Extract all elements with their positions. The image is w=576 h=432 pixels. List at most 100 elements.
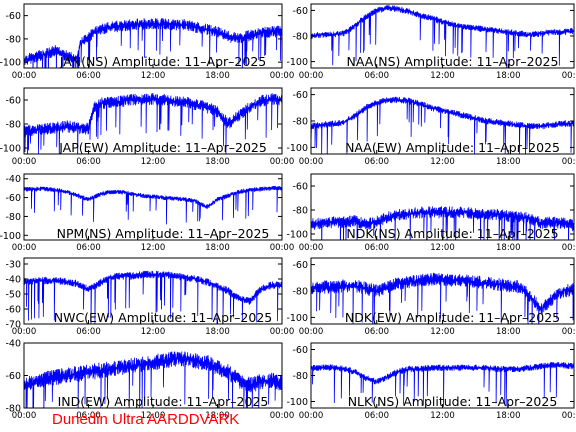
panel-title: NLK(NS) Amplitude: 11–Apr–2025 xyxy=(348,394,558,409)
y-tick-label: -80 xyxy=(292,287,308,298)
x-tick-label: 00:00 xyxy=(299,71,324,81)
x-tick-label: 00:00 xyxy=(12,157,37,167)
x-tick-label: 00:00 xyxy=(270,411,295,421)
x-tick-label: 00:00 xyxy=(299,243,324,253)
x-tick-label: 00:00 xyxy=(299,157,324,167)
x-tick-label: 00:00 xyxy=(12,243,37,253)
x-tick-label: 12:00 xyxy=(430,243,455,253)
x-tick-label: 18:00 xyxy=(205,327,230,337)
series-trace xyxy=(24,185,282,225)
y-tick-label: -100 xyxy=(286,143,308,154)
x-tick-label: 00:00 xyxy=(562,243,576,253)
y-tick-label: -100 xyxy=(286,397,308,408)
panel-title: NAA(NS) Amplitude: 11–Apr–2025 xyxy=(347,54,559,69)
y-tick-label: -80 xyxy=(292,371,308,382)
chart-panel-4: -100-80-6000:0006:0012:0018:0000:00NAA(E… xyxy=(286,87,576,167)
x-tick-label: 18:00 xyxy=(496,71,521,81)
panel-title: NAA(EW) Amplitude: 11–Apr–2025 xyxy=(345,140,560,155)
y-tick-label: -100 xyxy=(286,230,308,241)
x-tick-label: 00:00 xyxy=(562,157,576,167)
series-trace xyxy=(311,4,574,68)
x-tick-label: 06:00 xyxy=(365,411,390,421)
x-tick-label: 00:00 xyxy=(12,327,37,337)
x-tick-label: 18:00 xyxy=(205,411,230,421)
chart-panel-7: -70 -60 -50 -40 -30 00:00 06:00 12:00 18:00 00:00… xyxy=(5,257,294,337)
x-tick-label: 06:00 xyxy=(365,157,390,167)
y-tick-label: -60 xyxy=(292,260,308,271)
x-tick-label: 12:00 xyxy=(430,411,455,421)
series-trace xyxy=(24,93,282,154)
x-tick-label: 12:00 xyxy=(430,71,455,81)
x-tick-label: 00:00 xyxy=(562,327,576,337)
panel-title: JAN(NS) Amplitude: 11–Apr–2025 xyxy=(59,54,266,69)
y-tick-label: -40 xyxy=(5,339,21,350)
chart-panel-6: -100 -80 -60 00:00 06:00 12:00 18:00 00:00 NDK(N… xyxy=(286,173,576,253)
y-tick-label: -60 xyxy=(292,182,308,193)
x-tick-label: 06:00 xyxy=(76,71,101,81)
x-tick-label: 18:00 xyxy=(205,71,230,81)
series-trace xyxy=(24,351,282,408)
y-tick-label: -60 xyxy=(5,11,21,22)
y-tick-label: -100 xyxy=(0,144,21,155)
series-trace xyxy=(311,206,574,240)
x-tick-label: 06:00 xyxy=(76,157,101,167)
y-tick-label: -80 xyxy=(292,32,308,43)
x-tick-label: 18:00 xyxy=(496,243,521,253)
chart-panel-1: -100 -80 -60 00:00 06:00 12:00 18:00 00:00 JAN(N… xyxy=(0,3,295,81)
chart-panel-10: -100 -80 -60 00:00 06:00 12:00 18:00 00:00 NLK(N… xyxy=(286,342,576,421)
x-tick-label: 00:00 xyxy=(299,411,324,421)
series-trace xyxy=(24,17,282,68)
x-tick-label: 12:00 xyxy=(430,327,455,337)
y-tick-label: -80 xyxy=(292,117,308,128)
series-trace xyxy=(24,270,282,324)
y-tick-label: -30 xyxy=(5,260,21,271)
x-tick-label: 18:00 xyxy=(205,243,230,253)
x-tick-label: 00:00 xyxy=(270,157,295,167)
y-tick-label: -60 xyxy=(292,90,308,101)
y-tick-label: -80 xyxy=(5,34,21,45)
panel-title: JAP(EW) Amplitude: 11–Apr–2025 xyxy=(58,140,267,155)
y-tick-label: -60 xyxy=(5,96,21,107)
chart-panel-2: -100-80-6000:0006:0012:0018:0000:00NAA(N… xyxy=(286,3,576,81)
x-tick-label: 06:00 xyxy=(365,71,390,81)
y-tick-label: -100 xyxy=(286,57,308,68)
y-tick-label: -60 xyxy=(292,345,308,356)
panel-title: NDK(EW) Amplitude: 11–Apr–2025 xyxy=(345,310,560,325)
y-tick-label: -80 xyxy=(5,404,21,415)
panel-title: IND(EW) Amplitude: 11–Apr–2025 xyxy=(58,394,269,409)
x-tick-label: 00:00 xyxy=(12,411,37,421)
series-trace xyxy=(311,361,574,407)
x-tick-label: 12:00 xyxy=(141,157,166,167)
y-tick-label: -100 xyxy=(0,58,21,69)
panel-title: NWC(EW) Amplitude: 11–Apr–2025 xyxy=(54,310,273,325)
x-tick-label: 06:00 xyxy=(76,327,101,337)
y-tick-label: -40 xyxy=(5,275,21,286)
y-tick-label: -60 xyxy=(5,371,21,382)
x-tick-label: 12:00 xyxy=(141,327,166,337)
x-tick-label: 00:00 xyxy=(299,327,324,337)
x-tick-label: 00:00 xyxy=(562,411,576,421)
x-tick-label: 06:00 xyxy=(365,327,390,337)
x-tick-label: 12:00 xyxy=(141,411,166,421)
x-tick-label: 00:00 xyxy=(270,71,295,81)
footer-caption: Dunedin Ultra AARDDVARK xyxy=(52,411,239,428)
x-tick-label: 18:00 xyxy=(205,157,230,167)
y-tick-label: -80 xyxy=(5,212,21,223)
y-tick-label: -60 xyxy=(5,305,21,316)
x-tick-label: 00:00 xyxy=(12,71,37,81)
x-tick-label: 00:00 xyxy=(562,71,576,81)
y-tick-label: -80 xyxy=(5,120,21,131)
chart-panel-8: -100-80-6000:0006:0012:0018:0000:00NDK(E… xyxy=(286,257,576,337)
y-tick-label: -80 xyxy=(292,206,308,217)
x-tick-label: 12:00 xyxy=(141,243,166,253)
y-tick-label: -60 xyxy=(292,6,308,17)
x-tick-label: 06:00 xyxy=(76,411,101,421)
panel-title: NDK(NS) Amplitude: 11–Apr–2025 xyxy=(346,226,558,241)
x-tick-label: 06:00 xyxy=(365,243,390,253)
y-tick-label: -50 xyxy=(5,290,21,301)
